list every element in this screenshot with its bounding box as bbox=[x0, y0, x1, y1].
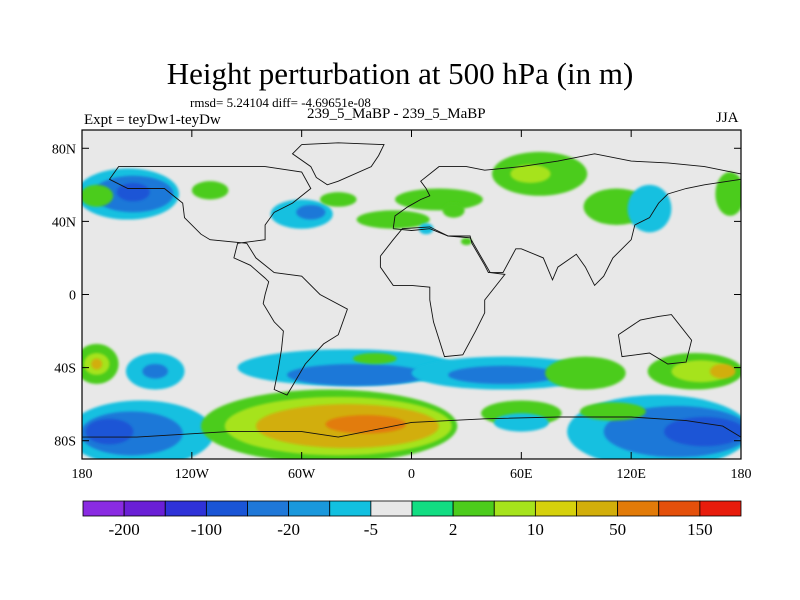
colorbar-swatch bbox=[699, 500, 742, 517]
x-tick-label: 180 bbox=[72, 467, 93, 482]
perturbation-region bbox=[627, 184, 672, 233]
colorbar-swatch bbox=[205, 500, 248, 517]
colorbar-swatch bbox=[452, 500, 495, 517]
period-label: 239_5_MaBP - 239_5_MaBP bbox=[307, 106, 486, 122]
x-tick-label: 60W bbox=[288, 467, 316, 482]
colorbar-swatch bbox=[576, 500, 619, 517]
colorbar-label: 10 bbox=[527, 520, 544, 539]
perturbation-region bbox=[352, 352, 397, 364]
colorbar-swatch bbox=[493, 500, 536, 517]
colorbar-swatch bbox=[329, 500, 372, 517]
contour-fill-layer bbox=[82, 151, 741, 459]
perturbation-region bbox=[545, 356, 626, 390]
coastline bbox=[108, 166, 348, 396]
perturbation-region bbox=[82, 184, 114, 207]
x-tick-label: 180 bbox=[731, 467, 752, 482]
perturbation-region bbox=[709, 363, 736, 379]
colorbar-label: -5 bbox=[364, 520, 378, 539]
perturbation-region bbox=[142, 363, 169, 379]
colorbar-swatch bbox=[370, 500, 413, 517]
coastline-layer bbox=[82, 142, 741, 438]
perturbation-region bbox=[510, 164, 551, 184]
colorbar-swatch bbox=[534, 500, 577, 517]
perturbation-region bbox=[85, 418, 134, 445]
stats-label: rmsd= 5.24104 diff= -4.69651e-08 bbox=[190, 95, 371, 110]
perturbation-region bbox=[715, 172, 741, 216]
season-label: JJA bbox=[716, 110, 739, 126]
perturbation-region bbox=[664, 416, 741, 447]
coastline bbox=[379, 226, 506, 358]
colorbar-label: 150 bbox=[687, 520, 713, 539]
perturbation-region bbox=[91, 358, 103, 370]
perturbation-region bbox=[493, 413, 549, 432]
perturbation-region bbox=[442, 203, 465, 218]
perturbation-region bbox=[325, 415, 407, 434]
x-tick-label: 120E bbox=[616, 467, 646, 482]
y-tick-label: 40S bbox=[54, 362, 76, 377]
colorbar-label: -200 bbox=[109, 520, 140, 539]
experiment-label: Expt = teyDw1-teyDw bbox=[84, 112, 221, 128]
colorbar-swatch bbox=[411, 500, 454, 517]
chart-title: Height perturbation at 500 hPa (in m) bbox=[166, 56, 634, 91]
x-tick-label: 0 bbox=[408, 467, 415, 482]
x-tick-label: 60E bbox=[510, 467, 533, 482]
perturbation-region bbox=[395, 188, 483, 211]
colorbar-swatch bbox=[82, 500, 125, 517]
x-tick-label: 120W bbox=[175, 467, 210, 482]
y-tick-label: 80S bbox=[54, 435, 76, 450]
perturbation-region bbox=[287, 363, 427, 386]
perturbation-region bbox=[460, 237, 472, 246]
perturbation-region bbox=[296, 204, 326, 220]
perturbation-region bbox=[448, 365, 558, 385]
axis-ticks: 180 120W 60W 0 60E 120E 180 80N 40N 0 40S 80S bbox=[52, 130, 752, 482]
perturbation-region bbox=[191, 181, 229, 200]
colorbar-label: 50 bbox=[609, 520, 626, 539]
y-tick-label: 80N bbox=[52, 142, 76, 157]
colorbar: -200 -100 -20 -5 2 10 50 150 bbox=[82, 500, 742, 539]
coastline bbox=[82, 416, 741, 438]
y-tick-label: 0 bbox=[69, 289, 76, 304]
colorbar-label: -20 bbox=[277, 520, 300, 539]
y-tick-label: 40N bbox=[52, 215, 76, 230]
colorbar-swatch bbox=[658, 500, 701, 517]
colorbar-swatch bbox=[123, 500, 166, 517]
coastline bbox=[291, 142, 385, 186]
perturbation-region bbox=[579, 402, 646, 421]
colorbar-swatch bbox=[164, 500, 207, 517]
coastline bbox=[617, 314, 693, 365]
perturbation-region bbox=[356, 210, 430, 229]
perturbation-region bbox=[319, 192, 357, 207]
colorbar-swatch bbox=[288, 500, 331, 517]
colorbar-swatch bbox=[247, 500, 290, 517]
colorbar-label: 2 bbox=[449, 520, 458, 539]
colorbar-swatch bbox=[617, 500, 660, 517]
colorbar-label: -100 bbox=[191, 520, 222, 539]
